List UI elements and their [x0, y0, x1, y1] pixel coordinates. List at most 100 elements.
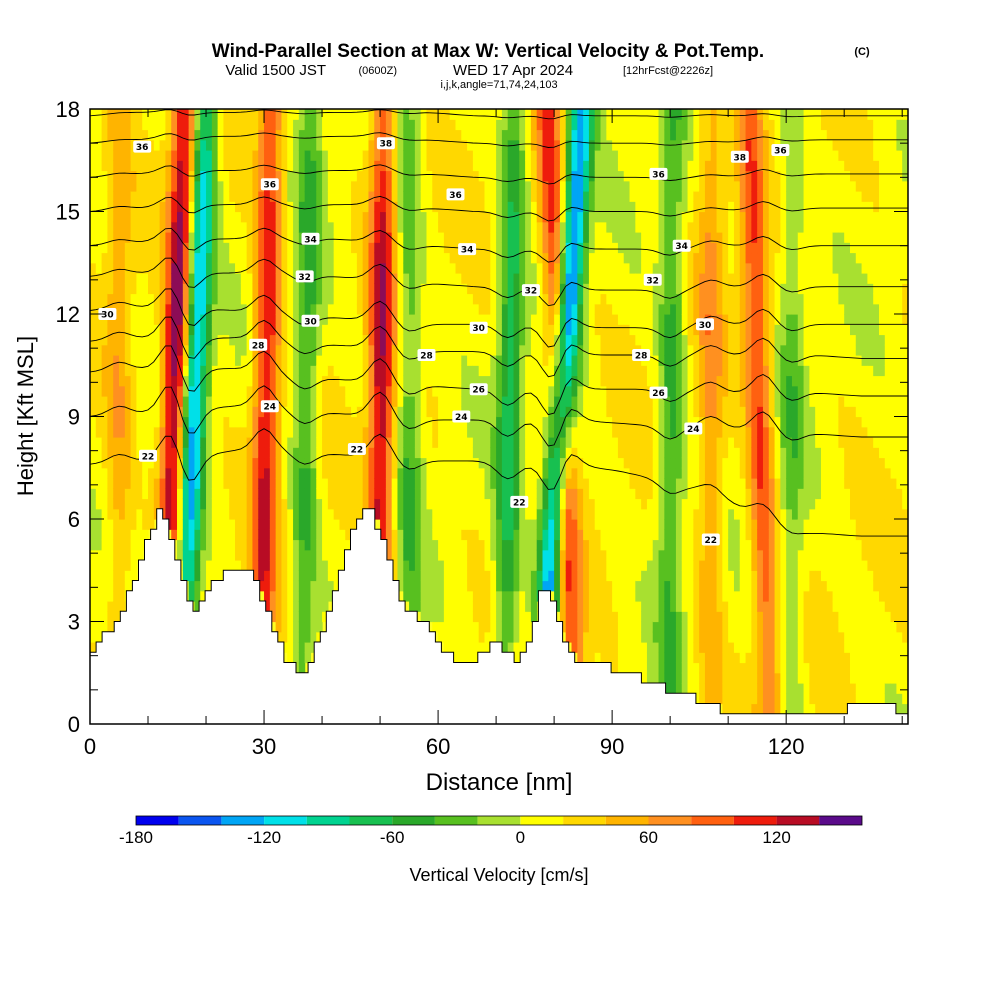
velocity-cell — [403, 262, 410, 274]
velocity-cell — [664, 570, 671, 582]
velocity-cell — [409, 119, 416, 131]
velocity-cell — [577, 355, 584, 366]
velocity-cell — [432, 129, 439, 141]
velocity-cell — [658, 150, 665, 161]
velocity-cell — [345, 109, 352, 120]
velocity-cell — [194, 447, 201, 459]
velocity-cell — [304, 406, 312, 418]
velocity-cell — [113, 478, 120, 489]
velocity-cell — [165, 242, 172, 254]
velocity-cell — [385, 109, 393, 120]
velocity-cell — [490, 365, 497, 377]
velocity-cell — [327, 580, 335, 592]
velocity-cell — [484, 570, 491, 582]
velocity-cell — [333, 314, 341, 325]
velocity-cell — [90, 344, 97, 356]
velocity-cell — [617, 590, 625, 602]
velocity-cell — [513, 355, 520, 366]
velocity-cell — [165, 416, 172, 428]
velocity-cell — [124, 498, 132, 510]
velocity-cell — [240, 344, 248, 356]
velocity-cell — [385, 180, 393, 192]
velocity-cell — [403, 478, 410, 489]
velocity-cell — [165, 129, 172, 141]
velocity-cell — [240, 355, 248, 366]
velocity-cell — [362, 180, 370, 192]
velocity-cell — [281, 396, 288, 407]
velocity-cell — [391, 375, 399, 387]
velocity-cell — [612, 662, 619, 674]
velocity-cell — [409, 232, 416, 243]
velocity-cell — [432, 478, 439, 489]
velocity-cell — [327, 221, 335, 233]
velocity-cell — [252, 426, 259, 438]
velocity-cell — [142, 170, 149, 182]
velocity-cell — [322, 447, 329, 459]
velocity-cell — [136, 129, 143, 141]
velocity-cell — [525, 180, 532, 192]
velocity-cell — [298, 662, 306, 674]
velocity-cell — [293, 621, 300, 633]
velocity-cell — [327, 488, 335, 500]
velocity-cell — [554, 437, 561, 448]
velocity-cell — [536, 560, 544, 571]
velocity-cell — [490, 529, 497, 541]
velocity-cell — [345, 293, 352, 305]
velocity-cell — [403, 570, 410, 582]
velocity-cell — [142, 232, 149, 243]
velocity-cell — [623, 601, 631, 612]
velocity-cell — [461, 344, 468, 356]
velocity-cell — [612, 437, 619, 448]
velocity-cell — [107, 560, 114, 571]
velocity-cell — [525, 355, 532, 366]
velocity-cell — [571, 160, 578, 172]
velocity-cell — [165, 344, 172, 356]
velocity-cell — [559, 621, 567, 633]
velocity-cell — [177, 416, 184, 428]
velocity-cell — [235, 201, 242, 213]
velocity-cell — [484, 334, 491, 346]
velocity-cell — [119, 211, 126, 223]
velocity-cell — [490, 560, 497, 571]
velocity-cell — [345, 201, 352, 213]
velocity-cell — [414, 365, 422, 377]
velocity-cell — [107, 539, 114, 551]
velocity-cell — [142, 324, 149, 336]
velocity-cell — [229, 232, 236, 243]
velocity-cell — [287, 416, 294, 428]
velocity-cell — [142, 314, 149, 325]
velocity-cell — [496, 365, 503, 377]
velocity-cell — [229, 447, 236, 459]
velocity-cell — [119, 478, 126, 489]
velocity-cell — [269, 560, 277, 571]
velocity-cell — [304, 180, 312, 192]
velocity-cell — [478, 416, 486, 428]
velocity-cell — [478, 314, 486, 325]
velocity-cell — [136, 150, 143, 161]
velocity-cell — [223, 283, 230, 295]
velocity-cell — [542, 560, 549, 571]
velocity-cell — [182, 344, 190, 356]
velocity-cell — [571, 334, 578, 346]
velocity-cell — [658, 631, 665, 643]
velocity-cell — [507, 324, 515, 336]
velocity-cell — [229, 406, 236, 418]
velocity-cell — [293, 160, 300, 172]
velocity-cell — [385, 447, 393, 459]
velocity-cell — [327, 262, 335, 274]
velocity-cell — [420, 478, 428, 489]
velocity-cell — [414, 580, 422, 592]
velocity-cell — [623, 314, 631, 325]
velocity-cell — [327, 375, 335, 387]
velocity-cell — [438, 129, 445, 141]
velocity-cell — [356, 365, 364, 377]
velocity-cell — [235, 232, 242, 243]
velocity-cell — [588, 150, 596, 161]
velocity-cell — [380, 180, 387, 192]
velocity-cell — [165, 180, 172, 192]
velocity-cell — [397, 314, 404, 325]
velocity-cell — [322, 406, 329, 418]
velocity-cell — [293, 242, 300, 254]
velocity-cell — [525, 396, 532, 407]
velocity-cell — [565, 478, 573, 489]
